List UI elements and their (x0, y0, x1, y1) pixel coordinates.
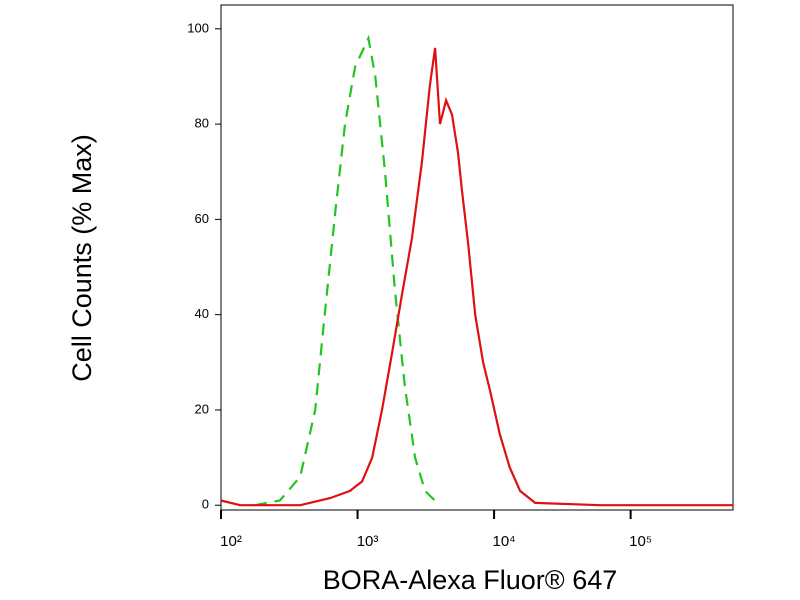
y-tick-label: 40 (195, 306, 209, 321)
x-axis-label: BORA-Alexa Fluor® 647 (323, 565, 618, 595)
x-tick-label: 10³ (357, 533, 379, 550)
y-tick-label: 0 (202, 497, 209, 512)
y-tick-label: 60 (195, 211, 209, 226)
y-tick-label: 100 (187, 20, 209, 35)
series-line (220, 47, 733, 507)
x-tick-label: 10² (220, 533, 242, 550)
x-tick-label: 10⁵ (629, 533, 652, 550)
y-tick-label: 20 (195, 401, 209, 416)
series-line (254, 34, 441, 507)
x-tick-label: 10⁴ (493, 533, 516, 550)
plot-frame (220, 4, 734, 511)
y-tick-label: 80 (195, 116, 209, 131)
y-axis-label: Cell Counts (% Max) (67, 134, 97, 382)
